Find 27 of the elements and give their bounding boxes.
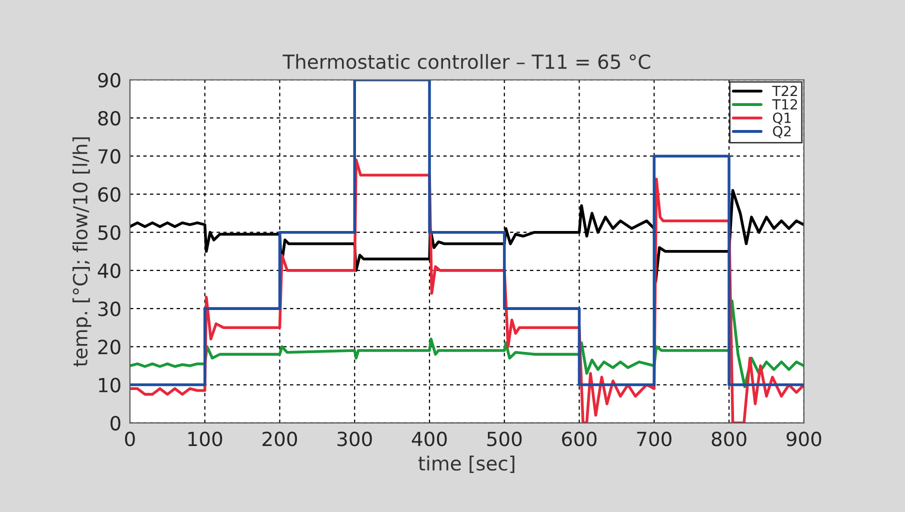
y-tick-label: 20	[98, 340, 120, 354]
y-tick-label: 90	[98, 72, 120, 88]
y-axis-title: temp. [°C]; flow/10 [l/h]	[72, 137, 92, 367]
x-tick-label: 400	[412, 432, 447, 446]
y-tick-label: 60	[98, 187, 120, 202]
x-tick-label: 300	[338, 432, 372, 446]
x-tick-label: 700	[637, 432, 672, 446]
x-tick-label: 0	[125, 432, 135, 446]
x-tick-label: 100	[188, 432, 222, 446]
y-tick-label: 0	[110, 416, 120, 431]
y-tick-label: 10	[99, 378, 120, 392]
legend-label: Q2	[772, 126, 791, 138]
y-tick-label: 40	[98, 263, 120, 278]
x-tick-label: 200	[262, 432, 297, 446]
y-tick-label: 80	[98, 110, 120, 126]
y-tick-label: 30	[98, 302, 120, 316]
y-tick-label: 50	[98, 225, 120, 240]
legend-label: T22	[772, 86, 797, 96]
y-tick-label: 70	[98, 149, 120, 164]
x-axis-title: time [sec]	[418, 456, 514, 473]
legend-label: T12	[772, 99, 797, 110]
x-tick-label: 900	[786, 432, 822, 446]
x-tick-label: 500	[487, 432, 522, 446]
legend-label: Q1	[772, 112, 791, 125]
x-tick-label: 600	[562, 432, 597, 446]
chart-title: Thermostatic controller – T11 = 65 °C	[282, 54, 650, 70]
x-tick-label: 800	[712, 432, 746, 446]
